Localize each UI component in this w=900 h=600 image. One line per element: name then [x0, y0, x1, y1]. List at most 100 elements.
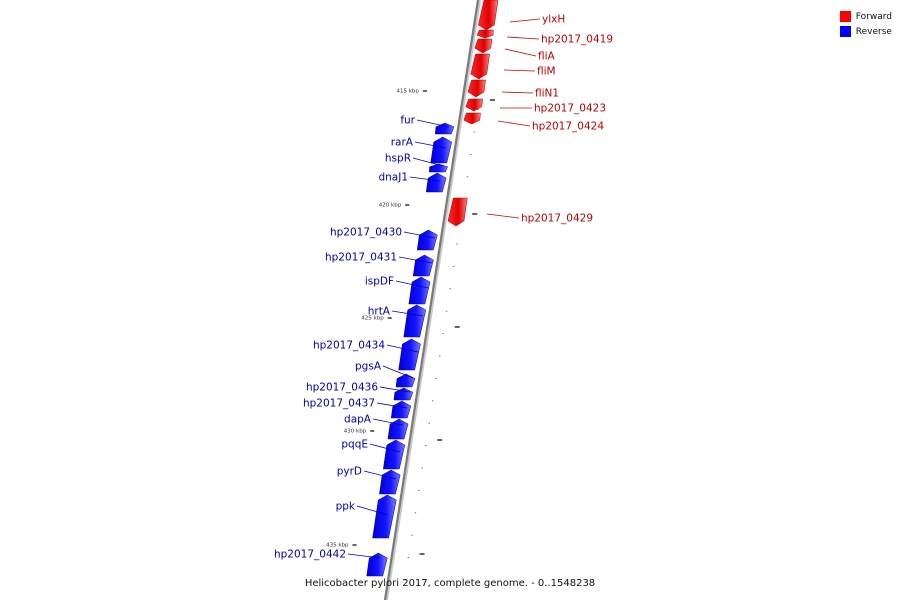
gene-leader-line — [372, 418, 404, 426]
gene-pyrD[interactable]: pyrD — [337, 466, 401, 495]
gene-label[interactable]: hrtA — [368, 306, 391, 318]
legend: Forward Reverse — [839, 9, 892, 39]
gene-arrow[interactable] — [372, 494, 397, 539]
gene-leader-line — [509, 18, 541, 23]
gene-label[interactable]: hp2017_0436 — [306, 382, 378, 394]
gene-label[interactable]: pgsA — [355, 361, 382, 373]
gene-label[interactable]: hp2017_0431 — [325, 252, 397, 264]
gene-label[interactable]: rarA — [391, 137, 414, 149]
gene-label[interactable]: fliN1 — [535, 88, 559, 100]
forward-swatch — [839, 11, 851, 22]
gene-fliN1[interactable]: fliN1 — [467, 79, 559, 100]
gene-arrow[interactable] — [470, 53, 490, 80]
gene-arrow[interactable] — [463, 112, 481, 125]
gene-arrow[interactable] — [395, 373, 416, 388]
gene-hp2017_0429[interactable]: hp2017_0429 — [447, 197, 593, 227]
gene-label[interactable]: hp2017_0419 — [541, 34, 613, 46]
gene-fliA[interactable]: fliA — [474, 38, 556, 63]
gene-leader-line — [363, 470, 397, 480]
gene-arrow[interactable] — [393, 387, 414, 401]
gene-label[interactable]: hp2017_0434 — [313, 340, 385, 352]
gene-leader-line — [379, 386, 411, 393]
gene-arrow[interactable] — [474, 38, 493, 54]
gene-hp2017_0437[interactable]: hp2017_0437 — [303, 398, 412, 419]
gene-label[interactable]: fur — [400, 115, 415, 127]
gene-label[interactable]: dnaJ1 — [378, 172, 408, 184]
gene-arrow[interactable] — [379, 469, 401, 495]
gene-label[interactable]: hspR — [385, 153, 411, 165]
gene-label[interactable]: hp2017_0423 — [534, 103, 606, 115]
gene-label[interactable]: hp2017_0430 — [330, 227, 402, 239]
tick-label: 430 kbp — [344, 429, 367, 435]
gene-arrow[interactable] — [434, 122, 455, 135]
gene-arrow[interactable] — [430, 136, 453, 164]
gene-dnaJ1[interactable]: dnaJ1 — [378, 172, 447, 193]
gene-pqqE[interactable]: pqqE — [341, 439, 406, 470]
gene-ylxH[interactable]: ylxH — [478, 0, 565, 31]
gene-ispDF[interactable]: ispDF — [365, 276, 431, 305]
gene-arrow[interactable] — [465, 98, 483, 112]
tick-label: 415 kbp — [396, 89, 419, 95]
gene-leader-line — [369, 443, 401, 453]
gene-hp2017_0436[interactable]: hp2017_0436 — [306, 382, 414, 401]
gene-arrow[interactable] — [478, 0, 499, 31]
gene-fliM[interactable]: fliM — [470, 53, 556, 80]
legend-forward: Forward — [839, 9, 892, 24]
gene-hp2017_0430[interactable]: hp2017_0430 — [330, 227, 438, 251]
legend-forward-label: Forward — [855, 11, 892, 22]
gene-arrow[interactable] — [476, 29, 494, 39]
gene-label[interactable]: hp2017_0424 — [532, 121, 604, 133]
gene-label[interactable]: ispDF — [365, 276, 394, 288]
gene-rarA[interactable]: rarA — [391, 136, 453, 164]
gene-leader-line — [497, 120, 531, 127]
gene-hp2017_0423[interactable]: hp2017_0423 — [465, 98, 606, 115]
gene-pgsA[interactable]: pgsA — [355, 361, 416, 388]
gene-dapA[interactable]: dapA — [344, 414, 409, 440]
gene-label[interactable]: fliM — [537, 66, 556, 78]
gene-label[interactable]: hp2017_0437 — [303, 398, 375, 410]
gene-label[interactable]: hp2017_0442 — [274, 549, 346, 561]
reverse-swatch — [839, 26, 851, 37]
gene-hp2017_0434[interactable]: hp2017_0434 — [313, 338, 421, 371]
gene-label[interactable]: fliA — [538, 51, 556, 63]
gene-arrow[interactable] — [366, 552, 388, 577]
gene-hp2017_0419[interactable]: hp2017_0419 — [476, 29, 613, 46]
gene-arrow[interactable] — [425, 172, 447, 193]
gene-leader-line — [356, 505, 389, 516]
gene-arrow[interactable] — [447, 197, 468, 227]
gene-ppk[interactable]: ppk — [336, 494, 397, 539]
gene-arrow[interactable] — [403, 304, 427, 338]
gene-leader-line — [486, 213, 520, 219]
gene-leader-line — [501, 91, 534, 94]
gene-label[interactable]: pqqE — [341, 439, 368, 451]
gene-label[interactable]: ppk — [336, 501, 356, 513]
gene-arrow[interactable] — [398, 338, 421, 371]
gene-leader-line — [414, 141, 447, 149]
gene-hp2017_0442[interactable]: hp2017_0442 — [274, 549, 388, 577]
gene-label[interactable]: hp2017_0429 — [521, 213, 593, 225]
gene-leader-line — [403, 231, 436, 239]
gene-arrow[interactable] — [390, 400, 412, 419]
gene-arrow[interactable] — [467, 79, 486, 98]
gene-hrtA[interactable]: hrtA — [368, 304, 427, 338]
gene-arrow[interactable] — [412, 254, 434, 277]
gene-arrow[interactable] — [387, 418, 409, 440]
gene-hp2017_0424[interactable]: hp2017_0424 — [463, 112, 605, 133]
gene-hspR[interactable]: hspR — [385, 153, 448, 173]
gene-leader-line — [503, 69, 536, 72]
gene-arrow[interactable] — [383, 439, 406, 470]
genome-backbone — [383, 0, 481, 600]
gene-leader-line — [506, 36, 540, 40]
gene-label[interactable]: ylxH — [542, 14, 565, 26]
gene-leader-line — [416, 119, 450, 128]
legend-reverse-label: Reverse — [855, 26, 892, 37]
gene-label[interactable]: pyrD — [337, 466, 362, 478]
gene-label[interactable]: dapA — [344, 414, 372, 426]
tick-label: 420 kbp — [379, 203, 402, 209]
gene-leader-line — [386, 344, 419, 353]
gene-arrow[interactable] — [416, 229, 438, 251]
gene-arrow[interactable] — [408, 276, 431, 305]
gene-fur[interactable]: fur — [400, 115, 455, 135]
gene-hp2017_0431[interactable]: hp2017_0431 — [325, 252, 434, 277]
